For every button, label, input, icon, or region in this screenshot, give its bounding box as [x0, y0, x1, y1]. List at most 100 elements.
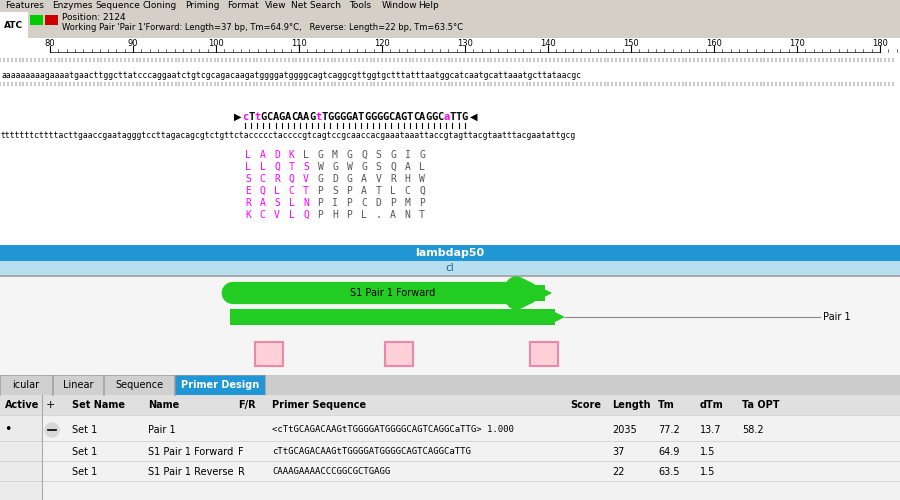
Circle shape [45, 423, 59, 437]
Text: View: View [265, 2, 286, 11]
Text: H: H [405, 174, 410, 184]
Text: I: I [332, 198, 338, 208]
Text: Tm: Tm [658, 400, 675, 410]
Text: t: t [315, 112, 321, 122]
Text: V: V [274, 210, 280, 220]
Text: W: W [318, 162, 323, 172]
Text: S: S [274, 198, 280, 208]
Text: L: L [289, 198, 294, 208]
Text: Sequence: Sequence [95, 2, 140, 11]
Text: G: G [260, 112, 266, 122]
Text: ▶: ▶ [234, 112, 241, 122]
Text: W: W [419, 174, 425, 184]
Bar [0, 375, 900, 395]
Text: A: A [394, 112, 400, 122]
Text: T: T [407, 112, 413, 122]
Text: A: A [390, 210, 396, 220]
Text: H: H [332, 210, 338, 220]
Text: K: K [245, 210, 251, 220]
Text: +: + [45, 400, 55, 410]
Text: 64.9: 64.9 [658, 447, 680, 457]
Bar [104, 375, 174, 395]
Text: D: D [274, 150, 280, 160]
Text: L: L [289, 210, 294, 220]
Text: G: G [318, 150, 323, 160]
Text: Help: Help [418, 2, 439, 11]
Text: cl: cl [446, 263, 454, 273]
Text: V: V [303, 174, 309, 184]
Text: Working Pair 'Pair 1'Forward: Length=37 bp, Tm=64.9°C,   Reverse: Length=22 bp, : Working Pair 'Pair 1'Forward: Length=37 … [62, 24, 463, 32]
Text: A: A [361, 174, 367, 184]
Text: lambdap50: lambdap50 [416, 248, 484, 258]
Bar [530, 342, 558, 366]
Text: W: W [346, 162, 353, 172]
Text: cTtGCAGACAAGtTGGGGATGGGGCAGTCAGGCaTTG: cTtGCAGACAAGtTGGGGATGGGGCAGTCAGGCaTTG [272, 448, 471, 456]
Text: L: L [274, 186, 280, 196]
Text: Linear: Linear [63, 380, 94, 390]
Text: 22: 22 [612, 467, 625, 477]
Bar [0, 275, 900, 277]
Text: C: C [361, 198, 367, 208]
Text: ◀: ◀ [470, 112, 477, 122]
Text: 180: 180 [872, 38, 888, 48]
Text: S: S [332, 186, 338, 196]
Text: T: T [303, 186, 309, 196]
Text: T: T [375, 186, 382, 196]
Text: G: G [279, 112, 284, 122]
Text: G: G [425, 112, 431, 122]
Bar [0, 395, 900, 500]
Text: Active: Active [5, 400, 40, 410]
Text: G: G [462, 112, 468, 122]
Text: A: A [361, 186, 367, 196]
Text: G: G [364, 112, 370, 122]
Text: CAAAGAAAACCCGGCGCTGAGG: CAAAGAAAACCCGGCGCTGAGG [272, 468, 391, 476]
Text: L: L [245, 162, 251, 172]
Text: P: P [346, 186, 353, 196]
Text: Enzymes: Enzymes [52, 2, 93, 11]
Text: V: V [375, 174, 382, 184]
Bar [230, 285, 545, 301]
Text: S: S [375, 162, 382, 172]
Text: Set 1: Set 1 [72, 467, 97, 477]
Text: A: A [352, 112, 358, 122]
Text: G: G [346, 150, 353, 160]
Bar [0, 245, 900, 261]
Text: S1 Pair 1 Forward: S1 Pair 1 Forward [148, 447, 233, 457]
Text: G: G [370, 112, 376, 122]
Text: R: R [274, 174, 280, 184]
Text: T: T [289, 162, 294, 172]
Text: D: D [332, 174, 338, 184]
Text: G: G [400, 112, 407, 122]
Bar [53, 375, 103, 395]
Bar [175, 375, 265, 395]
Text: G: G [419, 150, 425, 160]
Text: 100: 100 [208, 38, 224, 48]
Text: G: G [376, 112, 382, 122]
Text: P: P [390, 198, 396, 208]
Text: Sequence: Sequence [115, 380, 163, 390]
Text: R: R [390, 174, 396, 184]
Text: S1 Pair 1 Forward: S1 Pair 1 Forward [350, 288, 435, 298]
Text: Window: Window [382, 2, 417, 11]
Text: Q: Q [259, 186, 266, 196]
Text: Priming: Priming [185, 2, 220, 11]
Bar [0, 261, 900, 275]
Bar [0, 38, 900, 52]
Text: G: G [339, 112, 346, 122]
Text: K: K [289, 150, 294, 160]
Bar [0, 277, 900, 375]
Text: I: I [405, 150, 410, 160]
Text: A: A [259, 150, 266, 160]
Text: T: T [419, 210, 425, 220]
Text: Ta OPT: Ta OPT [742, 400, 779, 410]
Text: G: G [431, 112, 437, 122]
Text: N: N [405, 210, 410, 220]
Text: Net Search: Net Search [292, 2, 341, 11]
Bar [45, 15, 58, 25]
Text: L: L [361, 210, 367, 220]
Text: G: G [390, 150, 396, 160]
Text: P: P [318, 210, 323, 220]
Text: 1.5: 1.5 [700, 447, 716, 457]
Text: <cTtGCAGACAAGtTGGGGATGGGGCAGTCAGGCaTTG> 1.000: <cTtGCAGACAAGtTGGGGATGGGGCAGTCAGGCaTTG> … [272, 426, 514, 434]
Text: 140: 140 [540, 38, 556, 48]
